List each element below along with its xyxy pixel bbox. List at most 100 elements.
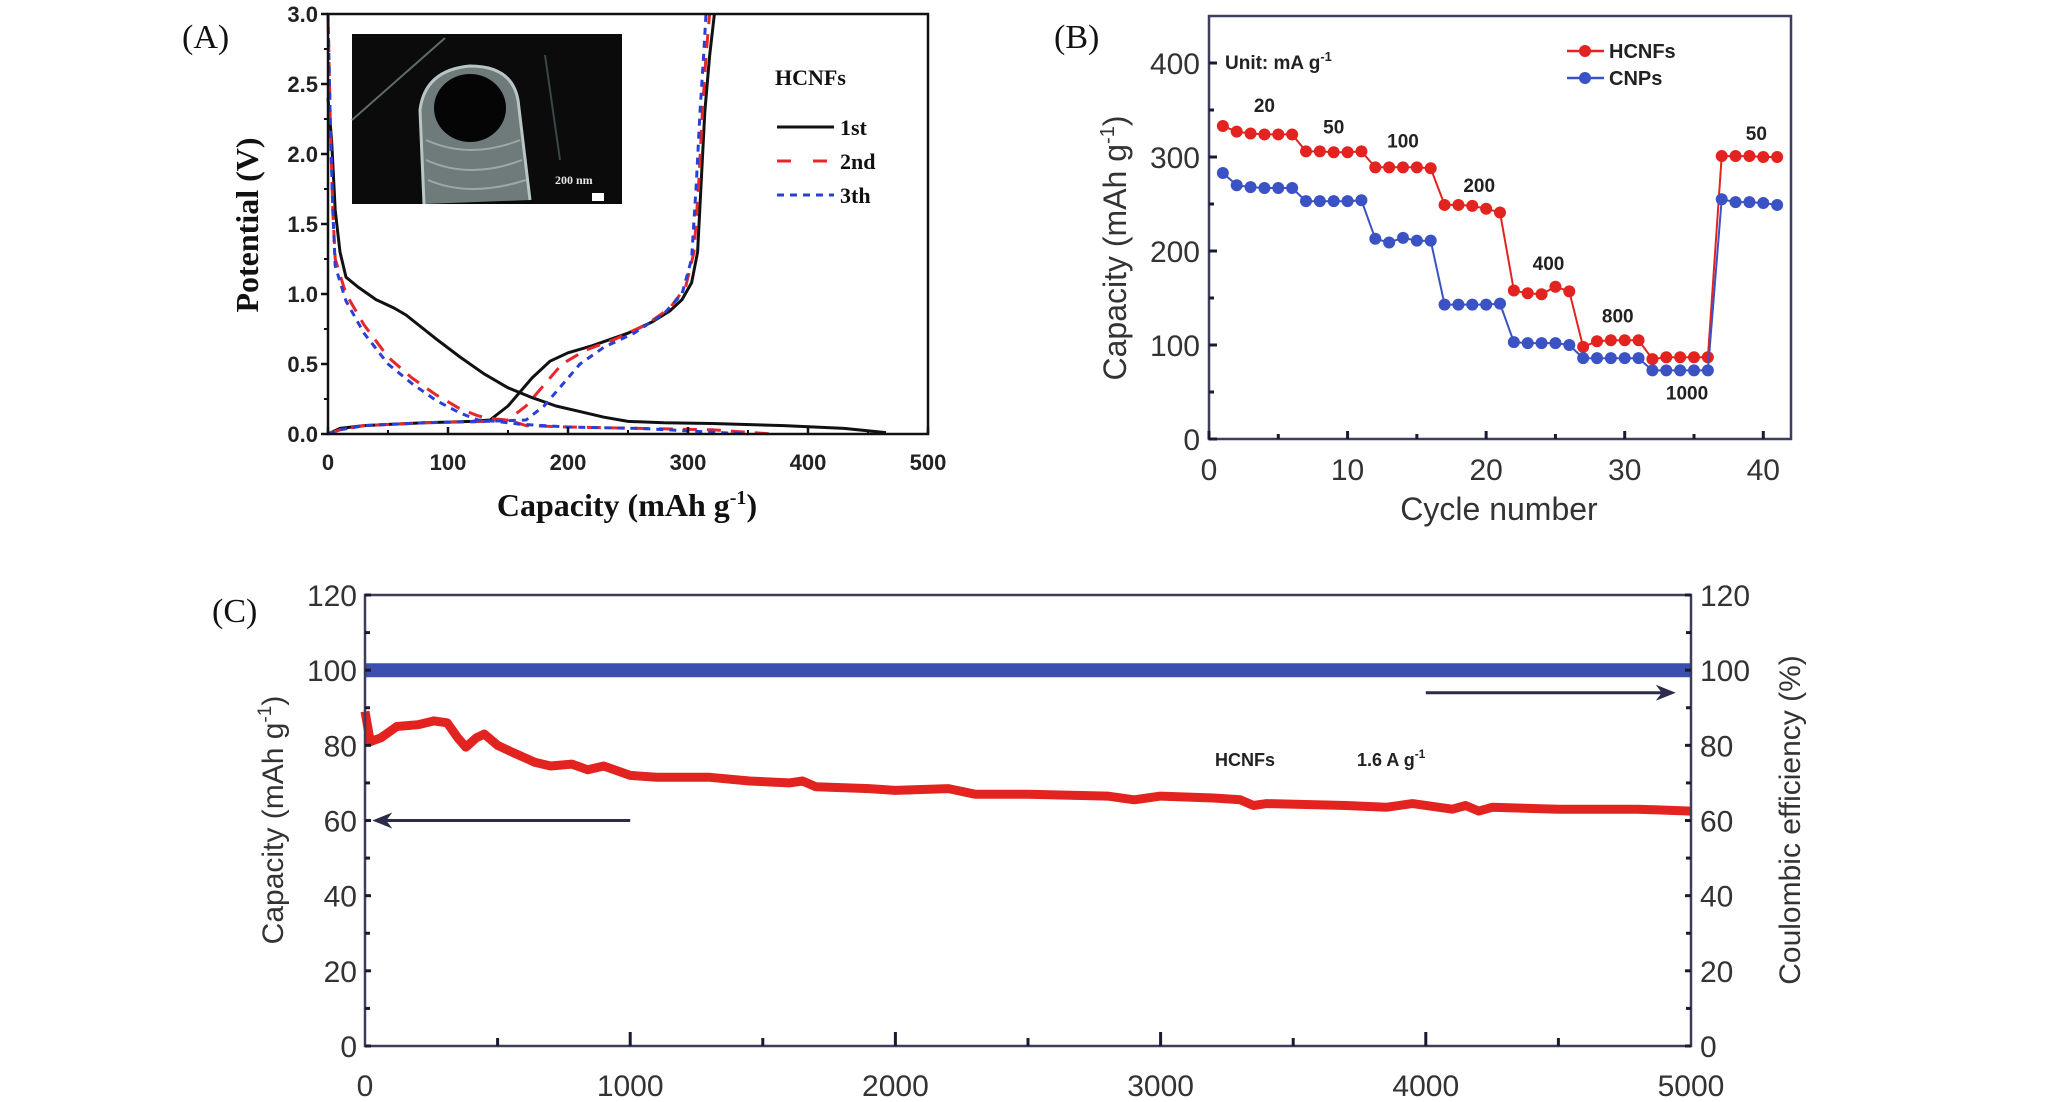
data-point-HCNFs (1300, 145, 1312, 158)
data-point-HCNFs (1743, 150, 1756, 163)
data-point-CNPs (1729, 196, 1742, 209)
series-2nd-discharge-curve (326, 13, 773, 436)
x-tick-label-c: 1000 (597, 1070, 664, 1102)
x-axis-label-b: Cycle number (1400, 491, 1598, 527)
data-point-CNPs (1632, 352, 1645, 365)
y-tick-label-b: 0 (1183, 424, 1200, 457)
data-point-CNPs (1341, 195, 1354, 208)
scale-bar-label: 200 nm (555, 173, 593, 187)
y-tick-label-b: 200 (1150, 236, 1200, 269)
data-point-HCNFs (1327, 146, 1340, 159)
y-tick-label-c-left: 20 (324, 956, 357, 989)
data-point-CNPs (1230, 179, 1243, 192)
data-point-CNPs (1618, 352, 1631, 365)
y-tick-label-c-left: 60 (324, 806, 357, 839)
data-point-HCNFs (1438, 198, 1451, 211)
y-axis-label-c-right: Coulombic efficiency (%) (1774, 655, 1807, 985)
unit-note: Unit: mA g-1 (1225, 49, 1332, 74)
data-point-HCNFs (1535, 288, 1548, 301)
data-point-HCNFs (1757, 151, 1770, 163)
x-tick-label-a: 200 (550, 450, 587, 475)
data-point-CNPs (1701, 364, 1714, 377)
x-tick-label-a: 300 (670, 450, 707, 475)
y-tick-label-b: 400 (1150, 48, 1200, 81)
panel-label-c: (C) (212, 593, 257, 630)
legend-a: HCNFs 1st 2nd 3th (775, 65, 875, 208)
data-point-CNPs (1646, 364, 1659, 377)
data-point-HCNFs (1604, 334, 1617, 347)
legend-label-CNPs: CNPs (1609, 68, 1662, 90)
rate-annotation: 50 (1323, 118, 1344, 139)
y-tick-label-c-right: 20 (1700, 956, 1733, 989)
data-point-CNPs (1410, 234, 1423, 247)
data-point-HCNFs (1410, 161, 1423, 174)
panel-label-b: (B) (1054, 19, 1099, 56)
y-tick-label-c-right: 40 (1700, 881, 1733, 914)
data-point-HCNFs (1591, 335, 1603, 348)
x-tick-label-b: 40 (1747, 454, 1780, 487)
data-point-CNPs (1743, 196, 1756, 209)
y-tick-label-c-right: 60 (1700, 806, 1733, 839)
data-point-CNPs (1715, 193, 1728, 206)
rate-annotation: 1000 (1666, 384, 1708, 405)
data-point-HCNFs (1480, 202, 1493, 215)
y-tick-label-a: 0.0 (287, 422, 318, 447)
series-3th-charge-curve (327, 13, 708, 436)
data-point-CNPs (1272, 182, 1285, 195)
data-point-CNPs (1424, 234, 1437, 247)
data-point-CNPs (1660, 364, 1673, 377)
arrow-left-icon (372, 812, 393, 829)
y-axis-label-c-left: Capacity (mAh g-1) (255, 696, 290, 945)
scale-bar (592, 193, 604, 201)
data-point-HCNFs (1313, 145, 1326, 158)
x-tick-label-a: 0 (322, 450, 334, 475)
series-1st-discharge-curve (326, 97, 887, 435)
data-point-HCNFs (1258, 128, 1271, 141)
y-tick-label-a: 0.5 (287, 352, 318, 377)
x-tick-label-c: 4000 (1392, 1070, 1459, 1102)
data-point-CNPs (1383, 236, 1396, 249)
data-point-HCNFs (1674, 351, 1687, 364)
x-tick-label-a: 500 (910, 450, 947, 475)
data-point-CNPs (1397, 231, 1409, 244)
data-point-HCNFs (1466, 199, 1479, 212)
data-point-HCNFs (1549, 280, 1562, 293)
x-tick-label-c: 2000 (862, 1070, 929, 1102)
y-axis-label-b: Capacity (mAh g-1) (1097, 116, 1133, 381)
data-point-HCNFs (1230, 125, 1243, 138)
data-point-CNPs (1535, 337, 1548, 350)
data-point-CNPs (1286, 182, 1299, 195)
data-point-HCNFs (1729, 150, 1742, 163)
data-point-HCNFs (1632, 334, 1645, 347)
y-tick-label-c-left: 80 (324, 730, 357, 763)
rate-annotation: 20 (1254, 96, 1275, 117)
legend-label-3th: 3th (840, 183, 871, 208)
data-point-CNPs (1438, 298, 1451, 311)
data-point-CNPs (1258, 182, 1271, 195)
rate-annotation: 800 (1602, 306, 1634, 327)
x-tick-label-b: 0 (1201, 454, 1218, 487)
data-point-HCNFs (1688, 351, 1700, 364)
legend-label-HCNFs: HCNFs (1609, 41, 1676, 63)
data-point-CNPs (1507, 336, 1520, 349)
x-axis-label-a: Capacity (mAh g-1) (497, 487, 757, 523)
x-tick-label-b: 20 (1469, 454, 1502, 487)
rate-annotation: 100 (1387, 132, 1419, 153)
data-point-CNPs (1771, 198, 1784, 211)
data-point-CNPs (1674, 364, 1687, 377)
rate-annotation: 400 (1533, 254, 1565, 275)
data-point-HCNFs (1369, 161, 1382, 174)
data-point-CNPs (1355, 194, 1368, 207)
x-tick-label-a: 100 (430, 450, 467, 475)
data-point-CNPs (1480, 298, 1493, 311)
data-point-CNPs (1521, 337, 1534, 350)
data-point-CNPs (1466, 298, 1479, 311)
legend-title-a: HCNFs (775, 65, 846, 90)
data-point-HCNFs (1355, 145, 1368, 158)
data-point-CNPs (1549, 337, 1562, 350)
y-tick-label-c-right: 100 (1700, 655, 1750, 688)
data-point-HCNFs (1660, 351, 1673, 364)
series-capacity-line (360, 710, 1692, 816)
data-point-CNPs (1688, 364, 1700, 377)
data-point-CNPs (1216, 166, 1229, 179)
